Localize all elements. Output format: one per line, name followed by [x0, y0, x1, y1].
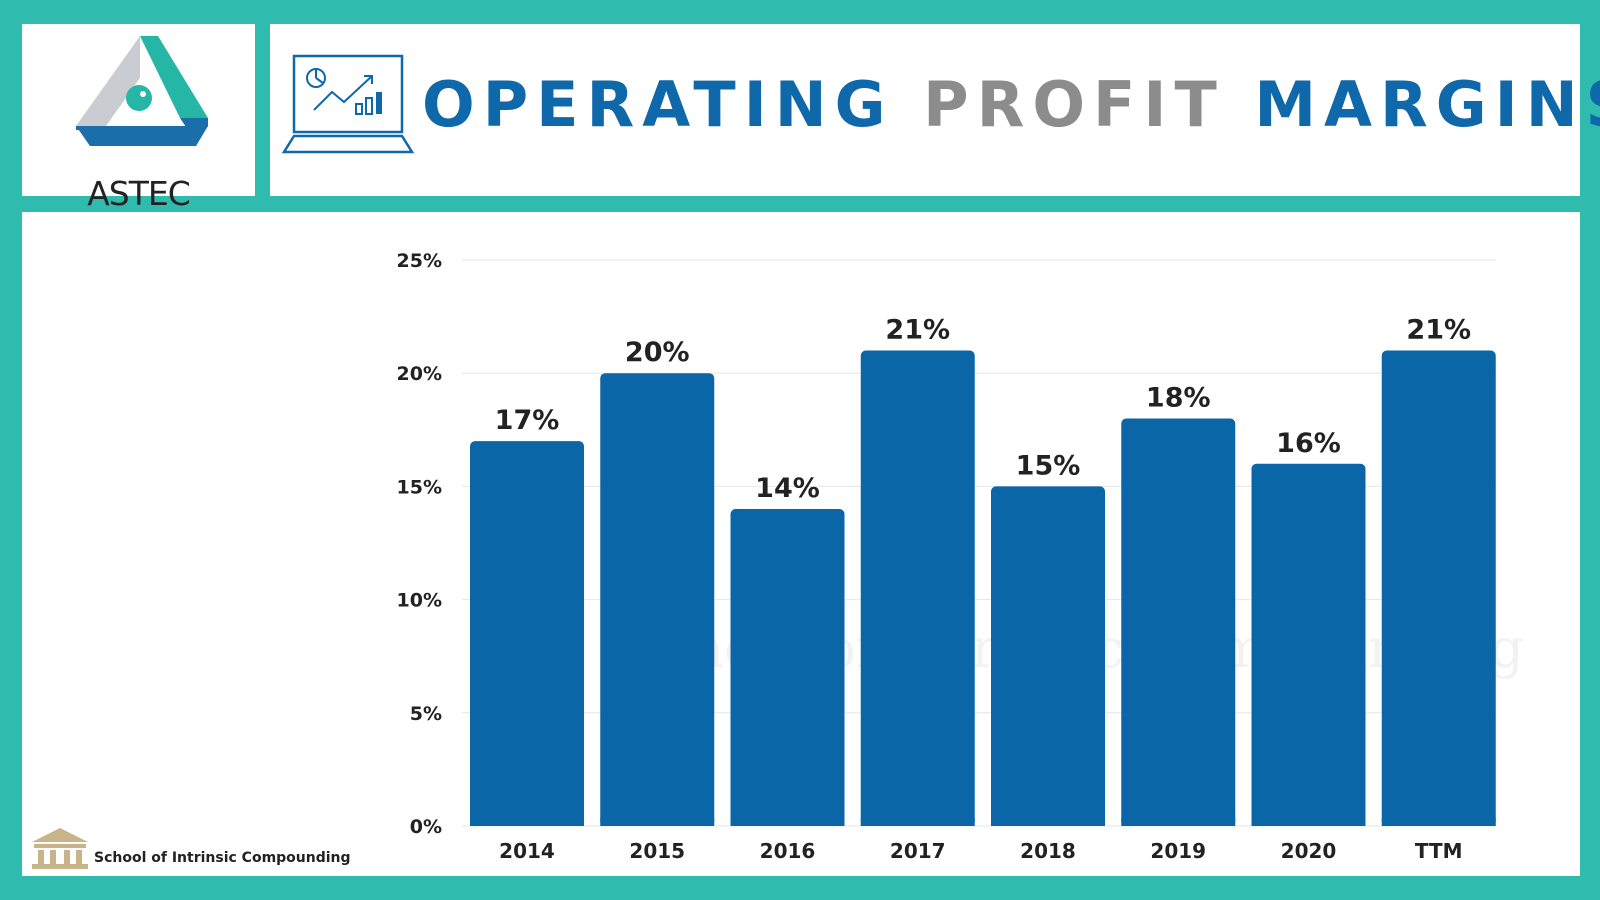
x-tick-label: 2019 [1150, 839, 1206, 863]
bar [600, 373, 715, 826]
bar [991, 486, 1105, 826]
school-building-icon [32, 828, 88, 869]
laptop-analytics-icon [282, 54, 414, 154]
title-part-operating: OPERATING [422, 68, 894, 141]
x-tick-label: 2017 [890, 839, 946, 863]
bar-base [1381, 818, 1496, 826]
bar [470, 441, 584, 826]
y-tick-label: 5% [410, 703, 442, 725]
bar-base [991, 818, 1105, 826]
data-label: 18% [1146, 382, 1211, 413]
data-label: 16% [1276, 428, 1341, 459]
bar-base [730, 818, 845, 826]
bar [1251, 463, 1366, 826]
bar-base [600, 818, 715, 826]
data-label: 14% [755, 473, 820, 504]
x-tick-label: TTM [1415, 839, 1463, 863]
bar [860, 350, 975, 826]
bar [730, 509, 845, 826]
title-panel: OPERATING PROFIT MARGINS [270, 24, 1600, 196]
x-tick-label: 2018 [1020, 839, 1076, 863]
bar-base [1121, 818, 1236, 826]
footer-text: School of Intrinsic Compounding [94, 850, 351, 866]
astec-logo-icon [76, 36, 208, 146]
page-title: OPERATING PROFIT MARGINS [422, 68, 1600, 141]
y-tick-label: 0% [410, 816, 442, 838]
y-tick-label: 20% [397, 363, 442, 385]
bar-base [470, 818, 584, 826]
x-tick-label: 2015 [629, 839, 685, 863]
x-tick-label: 2020 [1281, 839, 1337, 863]
y-tick-label: 15% [397, 476, 442, 498]
bar-base [860, 818, 975, 826]
logo-panel: ASTEC [22, 24, 255, 213]
data-label: 15% [1016, 450, 1081, 481]
bar-base [1251, 818, 1366, 826]
bar-chart: 0% 5% 10% 15% 20% 25% 17% 2014 20% 2015 14% 2016 21%… [397, 250, 1496, 863]
title-part-margins: MARGINS [1254, 68, 1600, 141]
data-label: 20% [625, 337, 690, 368]
logo-text: ASTEC [87, 174, 191, 213]
title-part-profit: PROFIT [923, 68, 1225, 141]
data-label: 21% [1406, 315, 1471, 346]
y-tick-label: 10% [397, 590, 442, 612]
x-tick-label: 2016 [760, 839, 816, 863]
y-tick-label: 25% [397, 250, 442, 272]
data-label: 21% [885, 315, 950, 346]
bar [1381, 350, 1496, 826]
x-tick-label: 2014 [499, 839, 555, 863]
data-label: 17% [495, 405, 560, 436]
chart-panel: School of Intrinsic Compounding 0% 5% 10% 1… [22, 212, 1580, 876]
bar [1121, 418, 1236, 826]
